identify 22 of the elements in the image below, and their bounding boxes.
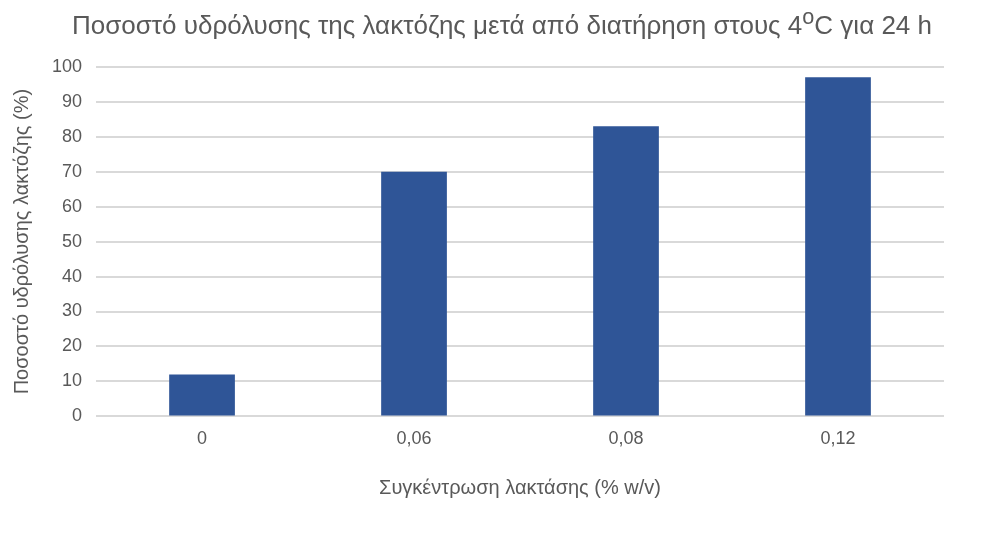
- x-tick-label: 0,06: [396, 427, 432, 448]
- bar: [805, 76, 871, 416]
- y-tick-label: 50: [62, 230, 83, 251]
- y-tick-label: 70: [62, 160, 83, 181]
- x-axis-title: Συγκέντρωση λακτάσης (% w/v): [379, 475, 661, 498]
- y-axis-title: Ποσοστό υδρόλυσης λακτόζης (%): [9, 88, 32, 394]
- x-tick-label: 0,08: [608, 427, 644, 448]
- bar: [593, 125, 659, 416]
- y-tick-label: 90: [62, 90, 83, 111]
- x-tick-label: 0,12: [820, 427, 856, 448]
- y-tick-label: 100: [51, 55, 83, 76]
- x-tick-label: 0: [197, 427, 208, 448]
- y-tick-label: 0: [72, 405, 83, 426]
- y-tick-label: 40: [62, 265, 83, 286]
- y-tick-label: 30: [62, 300, 83, 321]
- y-tick-label: 20: [62, 335, 83, 356]
- bar: [381, 171, 447, 416]
- bar: [169, 374, 235, 416]
- chart-title: Ποσοστό υδρόλυσης της λακτόζης μετά από διατήρηση στους 4$^{o}$C για 24 h: [71, 3, 933, 42]
- y-tick-label: 80: [62, 125, 83, 146]
- y-tick-label: 60: [62, 195, 83, 216]
- y-tick-label: 10: [62, 370, 83, 391]
